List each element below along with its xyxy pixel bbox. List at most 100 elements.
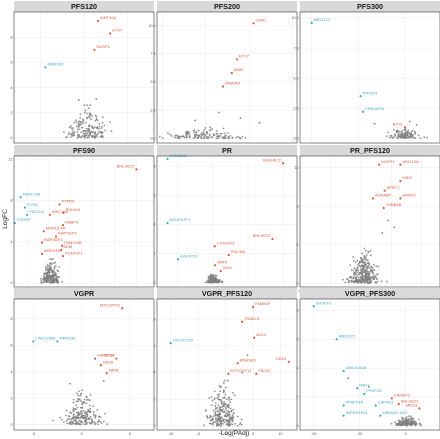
gene-point <box>76 406 79 409</box>
gene-point <box>54 261 57 264</box>
gene-point <box>408 132 411 135</box>
gene-point <box>74 119 77 122</box>
gene-label: CAPN13 <box>378 400 394 405</box>
gene-point <box>363 256 366 259</box>
panel-vgpr-pfs300: VGPR_PFS300 -40 -20 0 0 2 4 6 8 EIF3KP1 MIR3122 LIN… <box>297 288 440 436</box>
gene-point <box>225 415 228 418</box>
gene-label: RAPGEF5 <box>58 231 77 236</box>
gene-point <box>95 134 98 136</box>
gene-point <box>87 107 90 110</box>
labeled-gene-point <box>335 338 338 341</box>
gene-label: GALNT16 <box>180 254 199 259</box>
gene-point <box>85 411 88 414</box>
gene-point <box>86 130 89 132</box>
gene-point <box>83 420 86 422</box>
gene-label: MIR22HG <box>44 248 62 253</box>
gene-point <box>218 420 221 423</box>
gene-point <box>158 135 161 138</box>
gene-point <box>222 396 224 399</box>
gene-point <box>223 379 226 382</box>
gene-point <box>91 420 94 422</box>
gene-label: VSIG8B2 <box>170 153 187 158</box>
gene-point <box>95 115 98 118</box>
gene-point <box>75 408 78 411</box>
y-tick-label: 4 <box>154 223 156 227</box>
gene-point <box>98 419 100 421</box>
gene-point <box>223 396 226 399</box>
gene-label: FAM174B <box>23 191 41 196</box>
gene-point <box>78 135 81 138</box>
y-tick-label: 12 <box>295 166 299 170</box>
labeled-gene-point <box>390 397 393 400</box>
gene-point <box>186 132 189 135</box>
labeled-gene-point <box>399 197 402 200</box>
gene-point <box>85 421 88 424</box>
labeled-gene-point <box>96 19 100 22</box>
gene-point <box>362 271 364 273</box>
gene-point <box>231 136 234 139</box>
labeled-gene-point <box>271 237 274 241</box>
panel-strip <box>157 145 297 156</box>
gene-point <box>365 275 368 277</box>
gene-label: BYSL <box>393 122 404 127</box>
gene-point <box>413 130 416 133</box>
gene-point <box>223 132 226 135</box>
gene-point <box>234 422 237 425</box>
panel-background <box>157 156 297 287</box>
gene-point <box>68 415 71 418</box>
gene-point <box>82 400 85 403</box>
labeled-gene-point <box>252 22 255 25</box>
gene-point <box>88 112 91 115</box>
gene-point <box>216 393 219 396</box>
gene-point <box>197 129 200 132</box>
gene-point <box>85 112 88 115</box>
gene-label: HABP4 <box>65 219 79 224</box>
gene-point <box>226 419 229 422</box>
labeled-gene-point <box>166 221 169 225</box>
gene-point <box>89 393 92 396</box>
y-tick-label: 2 <box>11 396 13 400</box>
gene-point <box>258 121 261 124</box>
gene-point <box>361 278 363 281</box>
gene-point <box>415 423 417 426</box>
gene-point <box>354 277 357 280</box>
gene-point <box>412 422 415 425</box>
panel-strip <box>157 1 297 12</box>
gene-point <box>78 398 81 401</box>
gene-point <box>373 263 375 266</box>
gene-point <box>94 114 97 117</box>
y-tick-label: 8 <box>154 317 156 321</box>
gene-point <box>195 130 198 133</box>
gene-point <box>80 136 83 139</box>
gene-point <box>88 125 91 127</box>
gene-point <box>100 422 103 425</box>
gene-point <box>348 276 351 279</box>
gene-point <box>86 418 88 421</box>
gene-point <box>347 377 350 380</box>
gene-point <box>212 409 215 412</box>
gene-label: MRPS36 <box>59 336 76 341</box>
gene-point <box>366 281 369 283</box>
gene-point <box>214 404 217 407</box>
gene-point <box>214 418 217 421</box>
gene-point <box>89 104 92 107</box>
gene-point <box>214 413 217 416</box>
labeled-gene-point <box>227 372 230 375</box>
x-tick-label: -5 <box>32 432 35 436</box>
gene-point <box>226 132 229 134</box>
gene-label: WNT10A <box>402 159 419 164</box>
labeled-gene-point <box>213 245 216 248</box>
gene-label: EIF3KP1 <box>316 300 333 305</box>
gene-point <box>93 421 96 424</box>
panel-border <box>299 298 440 431</box>
gene-point <box>94 416 97 419</box>
gene-point <box>77 417 80 420</box>
gene-point <box>51 274 54 277</box>
x-tick-label: -20 <box>357 432 362 436</box>
x-tick-label: 0 <box>225 432 227 436</box>
gene-point <box>372 276 375 279</box>
gene-point <box>216 424 219 427</box>
labeled-gene-point <box>115 357 118 360</box>
y-tick-label: 2 <box>297 395 299 399</box>
gene-point <box>72 132 75 135</box>
